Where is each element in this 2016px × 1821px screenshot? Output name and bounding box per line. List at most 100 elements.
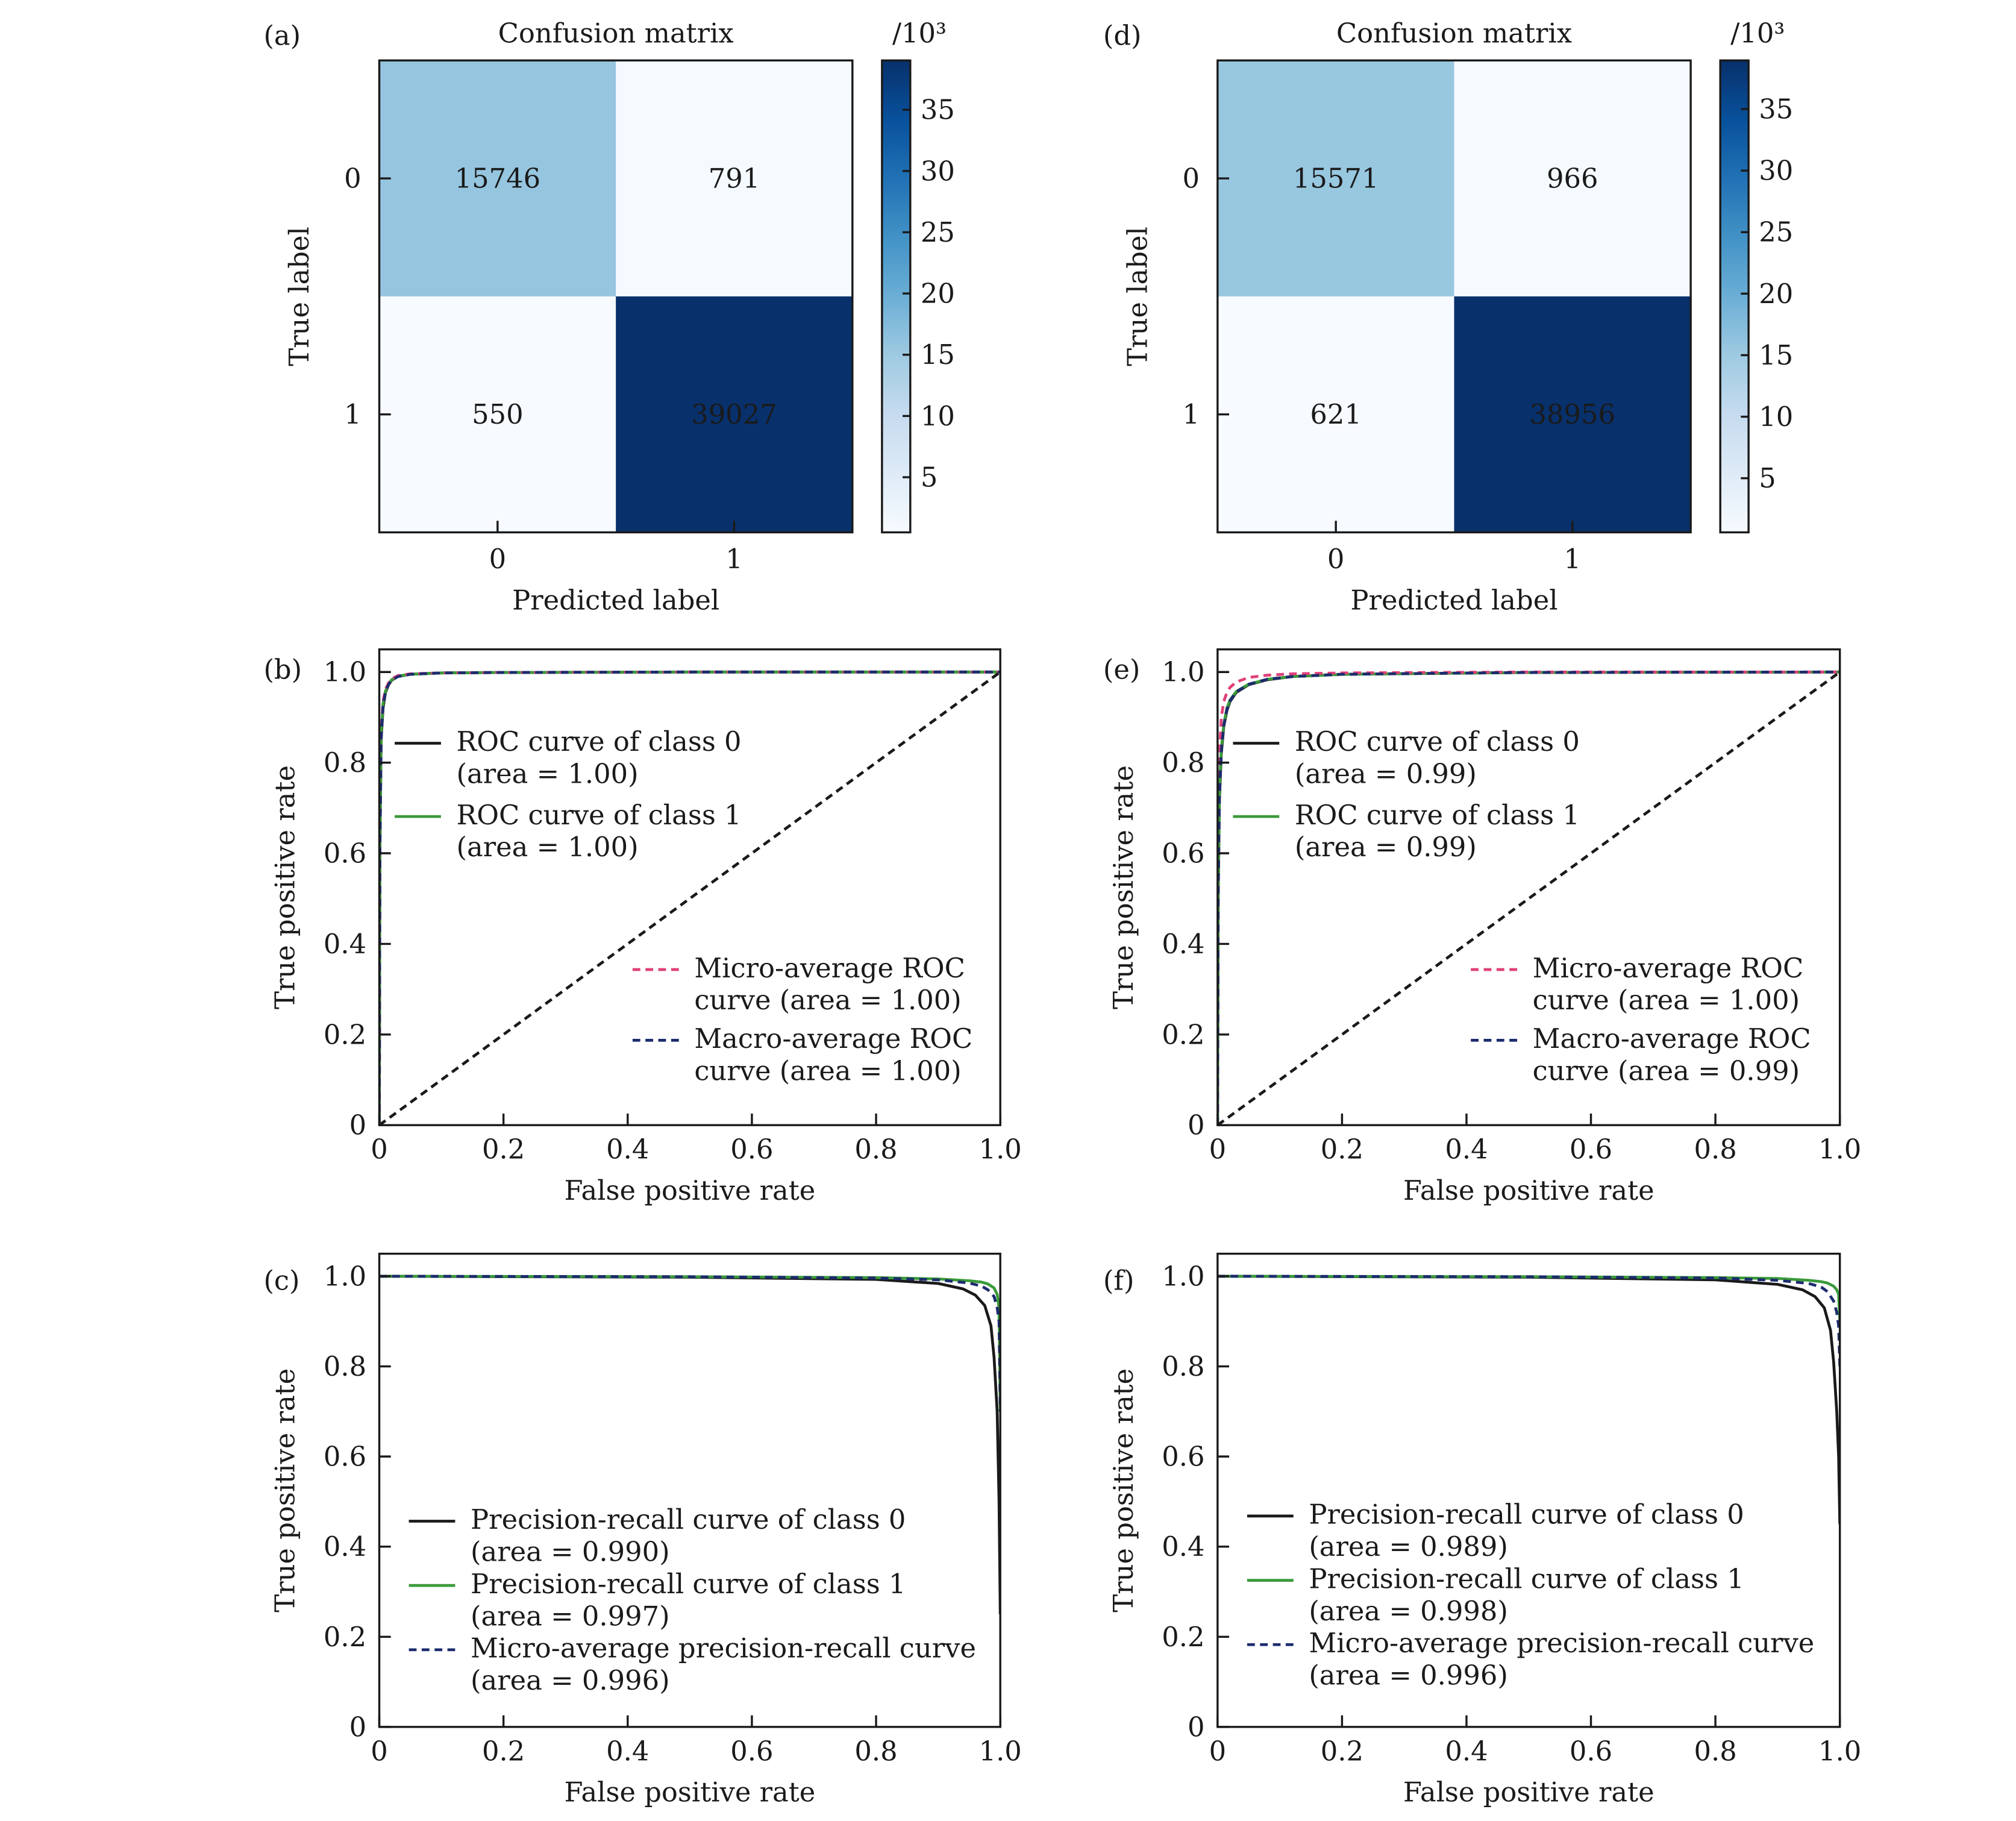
cell-value-label: 38956 bbox=[1530, 398, 1616, 430]
legend-sublabel: (area = 0.99) bbox=[1295, 758, 1477, 790]
legend-label: ROC curve of class 0 bbox=[457, 726, 742, 757]
y-tick-label: 0 bbox=[349, 1711, 367, 1743]
y-axis-label: True positive rate bbox=[269, 1368, 301, 1613]
heatmap-cell bbox=[1454, 60, 1691, 297]
legend-sublabel: (area = 1.00) bbox=[457, 831, 639, 863]
y-tick-label: 0.4 bbox=[1162, 928, 1204, 960]
x-tick-label: 0.8 bbox=[1694, 1735, 1736, 1767]
x-tick-label: 0 bbox=[371, 1133, 388, 1165]
plot-frame bbox=[378, 1252, 1001, 1728]
x-tick-label: 0 bbox=[1209, 1735, 1227, 1767]
legend-label: Precision-recall curve of class 1 bbox=[1309, 1562, 1744, 1594]
legend-label: Macro-average ROC bbox=[1533, 1023, 1811, 1055]
y-tick-label: 0 bbox=[344, 163, 362, 195]
panel-label: (b) bbox=[263, 654, 302, 686]
y-axis-label: True positive rate bbox=[269, 765, 301, 1009]
y-tick-label: 0.4 bbox=[324, 928, 366, 960]
legend-sublabel: (area = 0.989) bbox=[1309, 1531, 1508, 1562]
x-tick-label: 0.8 bbox=[854, 1735, 897, 1767]
line-chart-panel: 0 0.2 0.4 0.6 0.8 1.0 0 0.2 0.4 0.6 0.8 1.0 False po… bbox=[1103, 648, 1861, 1206]
y-axis-label: True positive rate bbox=[1107, 1368, 1139, 1613]
panel-label: (a) bbox=[263, 20, 301, 52]
line-chart-panel: 0 0.2 0.4 0.6 0.8 1.0 0 0.2 0.4 0.6 0.8 1.0 False po… bbox=[263, 648, 1022, 1206]
y-tick-label: 0 bbox=[1182, 163, 1200, 195]
colorbar-tick-label: 35 bbox=[921, 94, 955, 126]
x-tick-label: 1.0 bbox=[1818, 1133, 1861, 1165]
y-tick-label: 1.0 bbox=[324, 656, 366, 688]
y-tick-label: 0.8 bbox=[324, 1350, 366, 1382]
y-tick-label: 1.0 bbox=[1162, 1260, 1204, 1292]
y-tick-label: 0 bbox=[349, 1109, 367, 1141]
plot-frame bbox=[1216, 1252, 1841, 1728]
colorbar-tick-label: 10 bbox=[1759, 401, 1793, 433]
colorbar-tick-label: 5 bbox=[1759, 462, 1776, 494]
y-tick-label: 0.6 bbox=[1162, 838, 1204, 870]
x-tick-label: 0.6 bbox=[1570, 1133, 1612, 1165]
y-tick-label: 0.4 bbox=[1162, 1531, 1204, 1562]
x-tick-label: 1 bbox=[1564, 543, 1582, 575]
chart-title: Confusion matrix bbox=[498, 17, 734, 49]
x-axis-label: False positive rate bbox=[1403, 1776, 1654, 1808]
x-tick-label: 0.4 bbox=[1445, 1735, 1488, 1767]
x-tick-label: 0.2 bbox=[1321, 1735, 1363, 1767]
x-tick-label: 0.2 bbox=[482, 1735, 525, 1767]
cell-value-label: 791 bbox=[709, 163, 760, 195]
legend-label: Micro-average ROC bbox=[1533, 952, 1804, 984]
legend-label: Macro-average ROC bbox=[694, 1023, 972, 1055]
legend-sublabel: curve (area = 1.00) bbox=[694, 984, 961, 1016]
x-tick-label: 0.8 bbox=[1694, 1133, 1736, 1165]
colorbar-tick-label: 25 bbox=[921, 216, 955, 248]
heatmap-cell bbox=[1217, 296, 1454, 533]
y-tick-label: 0.6 bbox=[1162, 1441, 1204, 1473]
legend-sublabel: (area = 1.00) bbox=[457, 758, 639, 790]
y-axis-label: True label bbox=[1121, 227, 1153, 366]
legend-sublabel: (area = 0.99) bbox=[1295, 831, 1477, 863]
x-tick-label: 0.2 bbox=[482, 1133, 525, 1165]
y-tick-label: 1 bbox=[1182, 398, 1200, 430]
cell-value-label: 550 bbox=[472, 398, 524, 430]
legend-label: ROC curve of class 0 bbox=[1295, 726, 1580, 757]
y-tick-label: 1.0 bbox=[324, 1260, 366, 1292]
legend-label: Precision-recall curve of class 1 bbox=[471, 1568, 906, 1600]
legend-sublabel: (area = 0.998) bbox=[1309, 1595, 1508, 1627]
y-tick-label: 0.2 bbox=[324, 1018, 366, 1050]
heatmap-cell bbox=[379, 296, 616, 533]
x-tick-label: 0 bbox=[1209, 1133, 1227, 1165]
x-axis-label: Predicted label bbox=[1350, 584, 1557, 616]
y-tick-label: 0.2 bbox=[1162, 1621, 1204, 1653]
panel-label: (c) bbox=[263, 1264, 299, 1296]
x-tick-label: 1.0 bbox=[979, 1133, 1022, 1165]
legend-label: Precision-recall curve of class 0 bbox=[1309, 1499, 1744, 1531]
y-tick-label: 0.8 bbox=[1162, 1350, 1204, 1382]
legend-sublabel: curve (area = 1.00) bbox=[1533, 984, 1800, 1016]
plot-frame bbox=[378, 648, 1001, 1126]
x-tick-label: 1.0 bbox=[979, 1735, 1022, 1767]
x-tick-label: 0 bbox=[489, 543, 507, 575]
y-tick-label: 0 bbox=[1188, 1711, 1205, 1743]
x-axis-label: False positive rate bbox=[564, 1174, 815, 1206]
x-tick-label: 0.8 bbox=[854, 1133, 897, 1165]
colorbar-tick-label: 20 bbox=[1759, 278, 1793, 310]
legend-sublabel: curve (area = 1.00) bbox=[694, 1055, 961, 1087]
heatmap-cell bbox=[616, 296, 853, 533]
y-tick-label: 1.0 bbox=[1162, 656, 1204, 688]
x-tick-label: 0.4 bbox=[606, 1133, 649, 1165]
y-tick-label: 0.2 bbox=[1162, 1018, 1204, 1050]
legend-label: Micro-average precision-recall curve bbox=[1309, 1627, 1814, 1659]
legend-sublabel: (area = 0.990) bbox=[471, 1536, 670, 1568]
plot-frame bbox=[1216, 59, 1692, 534]
colorbar bbox=[881, 59, 912, 534]
heatmap-cell bbox=[1217, 60, 1454, 297]
colorbar-tick-label: 10 bbox=[921, 400, 955, 432]
legend-label: Micro-average ROC bbox=[694, 952, 965, 984]
line-chart-panel: 0 0.2 0.4 0.6 0.8 1.0 0 0.2 0.4 0.6 0.8 1.0 False po… bbox=[1103, 1252, 1861, 1808]
chart-title: Confusion matrix bbox=[1336, 17, 1572, 49]
plot-frame bbox=[378, 59, 854, 534]
legend-sublabel: (area = 0.997) bbox=[471, 1600, 670, 1632]
panel-label: (d) bbox=[1103, 20, 1142, 52]
x-axis-label: False positive rate bbox=[1403, 1174, 1654, 1206]
cell-value-label: 39027 bbox=[691, 398, 777, 430]
heatmap-cell bbox=[379, 60, 616, 297]
